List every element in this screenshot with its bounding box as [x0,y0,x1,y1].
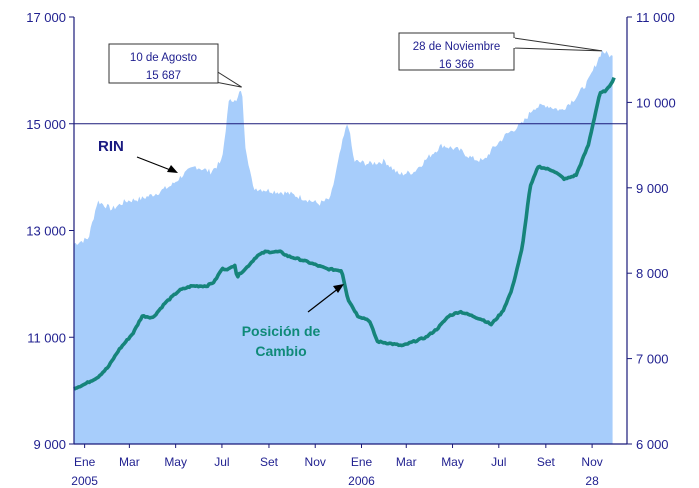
x-tick-year-label: 2006 [348,474,375,488]
callout-agosto-line-2: 15 687 [146,70,181,82]
callout-noviembre-pointer [513,37,603,52]
right-tick-label: 10 000 [636,95,676,110]
callout-agosto-line-1: 10 de Agosto [130,52,197,64]
x-tick-year-label: 2005 [71,474,98,488]
x-tick-label: Nov [581,455,602,469]
posicion-label-line-1: Posición de [242,323,321,339]
x-tick-label: Set [537,455,556,469]
rin-label: RIN [98,138,124,155]
right-tick-label: 9 000 [636,181,669,196]
x-tick-label: Jul [214,455,229,469]
posicion-de-cambio-line [73,76,616,391]
posicion-arrow-head [333,284,344,293]
posicion-arrow-line [307,287,340,313]
x-tick-label: Ene [74,455,96,469]
right-tick-label: 6 000 [636,437,669,452]
x-tick-label: May [164,455,187,469]
x-tick-year-label: 28 [585,474,599,488]
x-tick-label: Nov [305,455,326,469]
posicion-label-line-2: Cambio [255,343,306,359]
x-tick-label: May [441,455,464,469]
x-tick-label: Set [260,455,279,469]
rin-area-layer [74,50,613,444]
right-tick-label: 11 000 [636,10,675,25]
posicion-line-layer [73,76,616,391]
x-tick-label: Jul [491,455,506,469]
label-layer: 10 de Agosto 15 687 28 de Noviembre 16 366 R… [98,32,603,359]
right-tick-label: 7 000 [636,352,669,367]
callout-agosto-box [108,43,219,84]
left-tick-label: 15 000 [26,117,66,132]
callout-noviembre-line-2: 16 366 [439,59,474,71]
rin-arrow-head [167,165,178,173]
left-tick-label: 11 000 [27,330,66,345]
x-tick-label: Mar [396,455,417,469]
left-tick-label: 9 000 [33,437,66,452]
rin-arrow-line [136,156,174,172]
rin-area [74,50,613,444]
x-tick-label: Mar [119,455,140,469]
right-tick-label: 8 000 [636,266,669,281]
x-tick-label: Ene [351,455,373,469]
axis-layer: 9 000 11 000 13 000 15 000 17 000 6 000 7 000 8… [26,10,676,488]
callout-noviembre-box [398,32,515,71]
left-tick-label: 17 000 [26,10,66,25]
callout-noviembre-line-1: 28 de Noviembre [413,41,501,53]
left-tick-label: 13 000 [26,224,66,239]
